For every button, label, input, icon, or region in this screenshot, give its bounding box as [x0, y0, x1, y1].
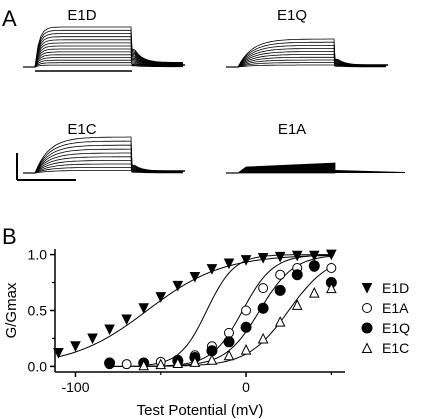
legend-marker-e1d — [361, 283, 373, 294]
trace-label-e1a: E1A — [278, 121, 306, 138]
data-point-e1c — [257, 332, 269, 344]
data-point-e1d — [138, 303, 150, 314]
trace-label-e1d: E1D — [67, 7, 96, 24]
data-point-e1d — [223, 258, 235, 270]
data-point-e1d — [308, 250, 320, 262]
fit-curves — [58, 254, 332, 367]
trace-label-e1c: E1C — [67, 121, 96, 138]
data-point-e1q — [308, 260, 320, 272]
panel-b-letter: B — [2, 224, 17, 249]
current-trace-e1c — [23, 136, 185, 174]
x-ticks: -100 0 — [61, 372, 332, 395]
data-point-e1d — [53, 347, 64, 359]
y-tick-label: 0.0 — [28, 358, 48, 374]
current-trace-e1q — [226, 38, 388, 68]
x-axis-title: Test Potential (mV) — [137, 402, 264, 419]
legend-marker-e1q — [361, 322, 373, 334]
scale-bar — [16, 153, 76, 181]
data-point-e1d — [70, 341, 81, 352]
legend-label-e1a: E1A — [382, 300, 409, 316]
data-point-e1c — [189, 356, 201, 367]
data-point-e1d — [87, 333, 98, 345]
data-point-e1c — [240, 344, 252, 355]
data-point-e1c — [206, 354, 218, 365]
data-point-e1q — [240, 321, 252, 333]
sweep — [34, 26, 183, 68]
data-point-e1q — [291, 269, 303, 281]
data-point-e1c — [326, 282, 337, 294]
data-point-e1q — [274, 284, 286, 296]
data-point-e1c — [291, 299, 303, 310]
data-point-e1d — [274, 251, 286, 263]
data-point-e1q — [104, 357, 116, 369]
y-tick-label: 1.0 — [28, 247, 48, 263]
legend-label-e1d: E1D — [382, 280, 409, 296]
current-trace-e1a — [226, 162, 405, 174]
legend-marker-e1a — [362, 303, 372, 313]
y-ticks: 0.0 0.5 1.0 — [28, 247, 55, 374]
data-point-e1d — [155, 292, 167, 303]
sweep-band — [236, 162, 336, 174]
data-point-e1a — [241, 305, 252, 316]
panel-a-letter: A — [2, 6, 17, 31]
trace-label-e1q: E1Q — [277, 7, 307, 24]
data-point-e1d — [240, 255, 252, 266]
data-point-e1d — [104, 324, 115, 336]
data-point-e1q — [257, 302, 269, 314]
x-tick-label: 0 — [242, 379, 250, 395]
legend-label-e1c: E1C — [382, 340, 409, 356]
y-axis-title: G/Gmax — [3, 282, 20, 338]
legend: E1D E1A E1Q E1C — [361, 280, 410, 356]
data-point-e1d — [257, 252, 269, 264]
current-trace-e1d — [23, 26, 185, 72]
data-point-e1a — [326, 263, 337, 274]
data-point-e1c — [172, 357, 184, 369]
axes: -100 0 0.0 0.5 1.0 Test Potential (mV) G/Gm… — [3, 247, 345, 419]
y-tick-label: 0.5 — [28, 303, 48, 319]
sweep — [34, 148, 183, 174]
data-point-e1d — [291, 250, 303, 262]
x-tick-label: -100 — [61, 379, 89, 395]
data-point-e1c — [223, 349, 235, 361]
fit-curve-e1c — [143, 266, 332, 367]
legend-label-e1q: E1Q — [382, 320, 410, 336]
data-point-e1d — [189, 271, 201, 283]
data-points — [53, 249, 337, 371]
data-point-e1d — [172, 280, 184, 292]
data-point-e1c — [274, 316, 286, 327]
data-point-e1a — [258, 283, 269, 294]
data-point-e1d — [206, 264, 218, 275]
data-point-e1d — [326, 249, 337, 261]
data-point-e1a — [275, 269, 286, 280]
fit-curve-extra — [143, 254, 332, 366]
tail-band — [335, 170, 405, 173]
data-point-e1a — [224, 327, 234, 338]
data-point-e1c — [138, 359, 150, 371]
data-point-e1a — [121, 359, 132, 370]
data-point-e1q — [223, 336, 235, 348]
legend-marker-e1c — [361, 342, 373, 353]
data-point-e1d — [121, 314, 132, 326]
data-point-e1c — [308, 286, 320, 298]
data-point-e1c — [155, 358, 167, 370]
